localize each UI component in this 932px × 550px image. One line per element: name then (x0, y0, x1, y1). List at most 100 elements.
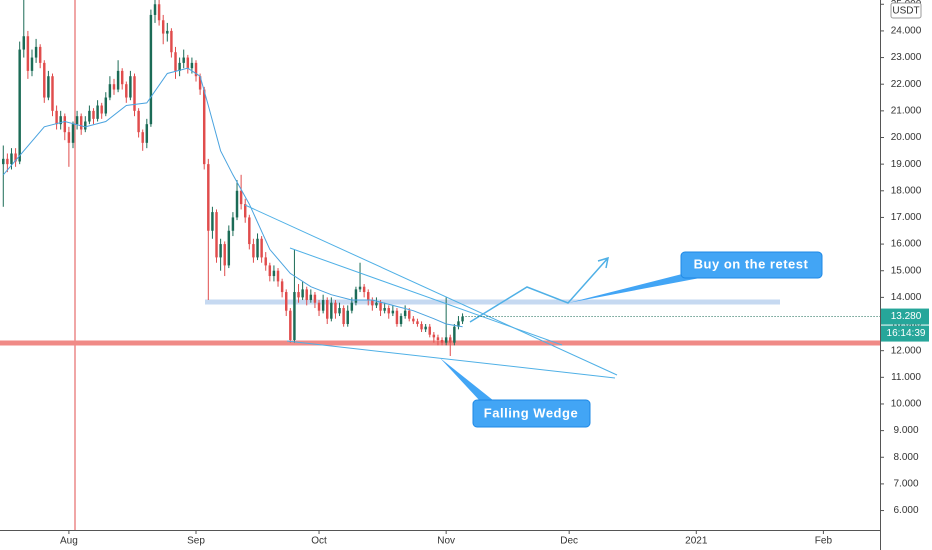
candle-body (6, 158, 9, 165)
candle-body (284, 292, 288, 311)
candle-body (428, 326, 431, 335)
candle-body (321, 300, 325, 311)
projection-arrow (469, 256, 609, 323)
candle-body (34, 46, 38, 58)
candle-body (75, 116, 79, 125)
candle-body (309, 294, 313, 301)
y-tick-label: 14.000 (891, 292, 922, 303)
currency-box (890, 2, 922, 19)
candle-body (202, 89, 206, 165)
candle-body (141, 132, 144, 143)
y-tick-label: 12.000 (891, 345, 922, 356)
candle-body (182, 57, 185, 63)
candle-body (264, 257, 267, 266)
candle-body (317, 302, 321, 311)
wedge-lower-line (286, 340, 616, 379)
callout-text: Falling Wedge (484, 405, 578, 420)
candle-body (420, 324, 423, 330)
y-tick-label: 7.000 (893, 479, 918, 490)
candle-body (215, 212, 218, 258)
candle-body (166, 30, 169, 34)
candle-body (379, 302, 382, 311)
candle-body (444, 337, 448, 343)
candle-body (96, 105, 99, 119)
candle-body (137, 110, 140, 133)
wedge-inner-line (289, 247, 563, 346)
candle-body (104, 97, 108, 114)
candle-body (38, 46, 42, 63)
y-tick-label: 19.000 (891, 159, 922, 170)
candle-body (342, 308, 345, 325)
callout-box (680, 251, 823, 279)
y-tick-label: 16.000 (891, 239, 922, 250)
candle-body (207, 164, 210, 231)
currency-label: USDT (892, 6, 919, 17)
x-tick-label: Aug (60, 536, 78, 547)
y-tick-label: 20.000 (891, 132, 922, 143)
candle-body (276, 270, 280, 282)
candle-body (248, 217, 251, 245)
wedge-upper-line (244, 204, 618, 376)
candle-body (330, 302, 333, 319)
candle-body (145, 124, 149, 143)
candle-body (116, 70, 120, 90)
candle-body (161, 20, 165, 34)
x-tick-label: Nov (437, 536, 455, 547)
axis-labels: 6.000 7.000 8.000 9.000 10.000 11.000 12.000 13… (60, 0, 929, 547)
callout-text: Buy on the retest (694, 256, 809, 271)
y-tick-label: 9.000 (893, 425, 918, 436)
candle-body (100, 105, 103, 114)
candle-body (186, 57, 190, 69)
y-tick-label: 17.000 (891, 212, 922, 223)
candle-body (88, 110, 91, 122)
candle-body (153, 4, 157, 15)
price-axis (880, 0, 932, 550)
candle-body (30, 57, 34, 71)
candle-body (178, 62, 181, 71)
candle-body (408, 310, 411, 319)
moving-average (2, 67, 463, 328)
candle-body (371, 300, 374, 306)
last-price-label: 13.280 (891, 311, 922, 322)
candles (2, 0, 464, 356)
candle-body (79, 116, 83, 130)
candle-body (260, 238, 263, 258)
resistance-band (205, 299, 780, 305)
candle-body (461, 316, 464, 322)
candle-body (120, 70, 124, 85)
candle-body (440, 340, 444, 343)
x-tick-label: Sep (187, 536, 205, 547)
candle-body (395, 310, 399, 325)
candle-body (10, 153, 13, 165)
candle-body (18, 49, 21, 162)
candle-body (55, 110, 58, 125)
candle-body (391, 310, 395, 314)
x-tick-label: Feb (815, 536, 833, 547)
candle-body (436, 337, 440, 341)
candle-body (227, 230, 231, 266)
y-tick-label: 22.000 (891, 79, 922, 90)
candle-body (174, 52, 177, 71)
candle-body (67, 132, 71, 143)
callout-box (472, 399, 591, 428)
y-tick-label: 11.000 (891, 372, 921, 383)
candle-body (26, 36, 30, 71)
candle-body (223, 244, 226, 266)
candle-body (47, 76, 50, 98)
candle-body (2, 158, 5, 165)
candle-body (198, 76, 202, 90)
candle-body (243, 204, 247, 218)
candle-body (149, 14, 153, 125)
last-price-box (881, 308, 929, 325)
candle-body (346, 310, 349, 325)
y-tick-label: 8.000 (893, 452, 918, 463)
x-tick-label: 2021 (685, 536, 708, 547)
candle-body (350, 302, 354, 311)
candle-body (399, 316, 403, 325)
candle-body (403, 310, 407, 317)
support-band (0, 340, 880, 346)
candle-body (412, 318, 415, 322)
y-tick-label: 10.000 (891, 399, 922, 410)
